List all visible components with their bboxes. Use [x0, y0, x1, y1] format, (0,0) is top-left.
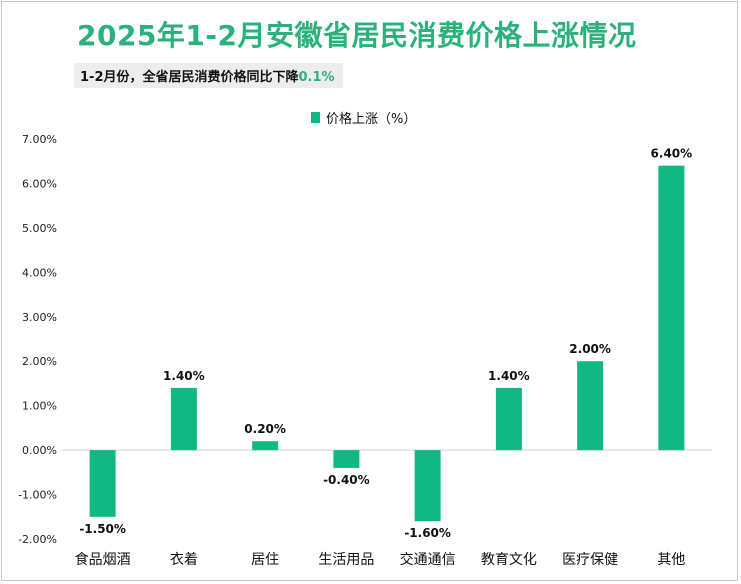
bar — [658, 165, 685, 451]
y-tick-label: 3.00% — [22, 311, 57, 324]
y-tick-label: 2.00% — [22, 355, 57, 368]
data-label: 0.20% — [244, 422, 286, 436]
legend-label: 价格上涨（%） — [326, 112, 417, 127]
bar — [333, 450, 360, 468]
x-tick-label: 其他 — [657, 552, 685, 568]
chart-title: 2025年1-2月安徽省居民消费价格上涨情况 — [77, 19, 637, 52]
data-label: -0.40% — [323, 473, 370, 487]
x-tick-label: 交通通信 — [400, 551, 456, 568]
subtitle-text: 1-2月份，全省居民消费价格同比下降 — [80, 70, 299, 85]
y-tick-label: 0.00% — [22, 444, 57, 457]
x-tick-label: 衣着 — [170, 552, 198, 568]
legend-swatch — [311, 112, 320, 123]
subtitle-box: 1-2月份，全省居民消费价格同比下降0.1% — [74, 63, 343, 88]
bar — [89, 450, 116, 517]
y-tick-label: -2.00% — [18, 533, 57, 546]
legend: 价格上涨（%） — [311, 108, 416, 127]
data-label: -1.50% — [79, 522, 126, 536]
data-label: 1.40% — [163, 369, 205, 383]
bar — [495, 387, 522, 451]
bar — [170, 387, 197, 451]
x-tick-label: 教育文化 — [481, 552, 537, 568]
x-tick-label: 生活用品 — [318, 552, 374, 568]
x-tick-label: 居住 — [251, 552, 279, 568]
y-tick-label: 1.00% — [22, 400, 57, 413]
y-tick-label: 6.00% — [22, 177, 57, 190]
y-tick-label: 5.00% — [22, 222, 57, 235]
x-tick-label: 医疗保健 — [562, 552, 618, 568]
bar — [252, 441, 279, 451]
bar — [414, 450, 441, 522]
y-tick-label: 7.00% — [22, 133, 57, 146]
y-tick-label: -1.00% — [18, 489, 57, 502]
data-label: 2.00% — [569, 342, 611, 356]
x-tick-label: 食品烟酒 — [75, 551, 131, 568]
data-label: -1.60% — [404, 526, 451, 540]
data-label: 1.40% — [488, 369, 530, 383]
bar — [577, 361, 604, 451]
y-tick-label: 4.00% — [22, 266, 57, 279]
subtitle-highlight: 0.1% — [298, 70, 335, 85]
data-label: 6.40% — [651, 147, 693, 161]
